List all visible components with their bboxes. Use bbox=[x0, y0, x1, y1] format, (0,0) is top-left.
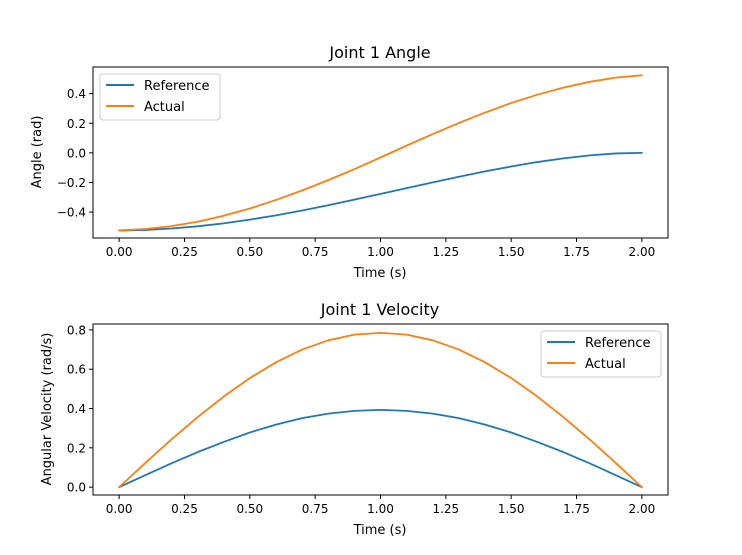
velocity-ytick-label: 0.6 bbox=[67, 363, 86, 377]
angle-ytick-label: 0.2 bbox=[67, 117, 86, 131]
angle-legend: Reference Actual bbox=[99, 73, 221, 121]
velocity-series-reference-line bbox=[118, 408, 643, 489]
velocity-xlabel: Time (s) bbox=[353, 523, 407, 538]
angle-series-reference-line bbox=[118, 151, 643, 232]
velocity-xtick-label: 0.75 bbox=[302, 502, 329, 516]
velocity-ytick-label: 0.4 bbox=[67, 402, 86, 416]
velocity-xtick-label: 2.00 bbox=[629, 502, 656, 516]
angle-xtick-label: 0.75 bbox=[302, 245, 329, 259]
velocity-legend-label-reference: Reference bbox=[585, 336, 650, 351]
angle-xtick-label: 2.00 bbox=[629, 245, 656, 259]
angle-ylabel: Angle (rad) bbox=[30, 116, 45, 189]
angle-ytick-label: −0.4 bbox=[57, 206, 86, 220]
angle-series-actual-line bbox=[118, 74, 643, 232]
velocity-legend: Reference Actual bbox=[540, 330, 662, 378]
velocity-xtick-label: 0.50 bbox=[236, 502, 263, 516]
velocity-series-actual-line bbox=[118, 331, 643, 489]
angle-ytick-label: −0.2 bbox=[57, 176, 86, 190]
velocity-ytick-label: 0.2 bbox=[67, 441, 86, 455]
angle-legend-label-reference: Reference bbox=[144, 79, 209, 94]
velocity-subplot: Joint 1 Velocity Time (s) Angular Veloci… bbox=[40, 300, 669, 538]
angle-ytick-label: 0.0 bbox=[67, 146, 86, 160]
angle-xtick-label: 0.50 bbox=[236, 245, 263, 259]
velocity-xtick-label: 1.25 bbox=[432, 502, 459, 516]
angle-xtick-label: 0.25 bbox=[171, 245, 198, 259]
angle-xtick-label: 1.25 bbox=[432, 245, 459, 259]
angle-subplot: Joint 1 Angle Time (s) Angle (rad) 0.00 0… bbox=[30, 43, 669, 281]
velocity-xtick-label: 1.00 bbox=[367, 502, 394, 516]
velocity-title: Joint 1 Velocity bbox=[320, 300, 439, 319]
velocity-axes-frame bbox=[92, 323, 669, 496]
velocity-ytick-label: 0.8 bbox=[67, 323, 86, 337]
angle-legend-label-actual: Actual bbox=[144, 100, 185, 115]
angle-axes-frame bbox=[92, 66, 669, 239]
velocity-xtick-label: 0.00 bbox=[106, 502, 133, 516]
angle-xtick-label: 1.50 bbox=[498, 245, 525, 259]
velocity-xtick-label: 1.50 bbox=[498, 502, 525, 516]
angle-xtick-label: 1.00 bbox=[367, 245, 394, 259]
angle-xtick-label: 0.00 bbox=[106, 245, 133, 259]
velocity-xtick-label: 1.75 bbox=[563, 502, 590, 516]
angle-xlabel: Time (s) bbox=[353, 266, 407, 281]
angle-title: Joint 1 Angle bbox=[328, 43, 430, 62]
angle-xtick-label: 1.75 bbox=[563, 245, 590, 259]
angle-ytick-label: 0.4 bbox=[67, 87, 86, 101]
velocity-xtick-label: 0.25 bbox=[171, 502, 198, 516]
velocity-ytick-label: 0.0 bbox=[67, 481, 86, 495]
velocity-legend-label-actual: Actual bbox=[585, 357, 626, 372]
velocity-ylabel: Angular Velocity (rad/s) bbox=[40, 333, 55, 486]
